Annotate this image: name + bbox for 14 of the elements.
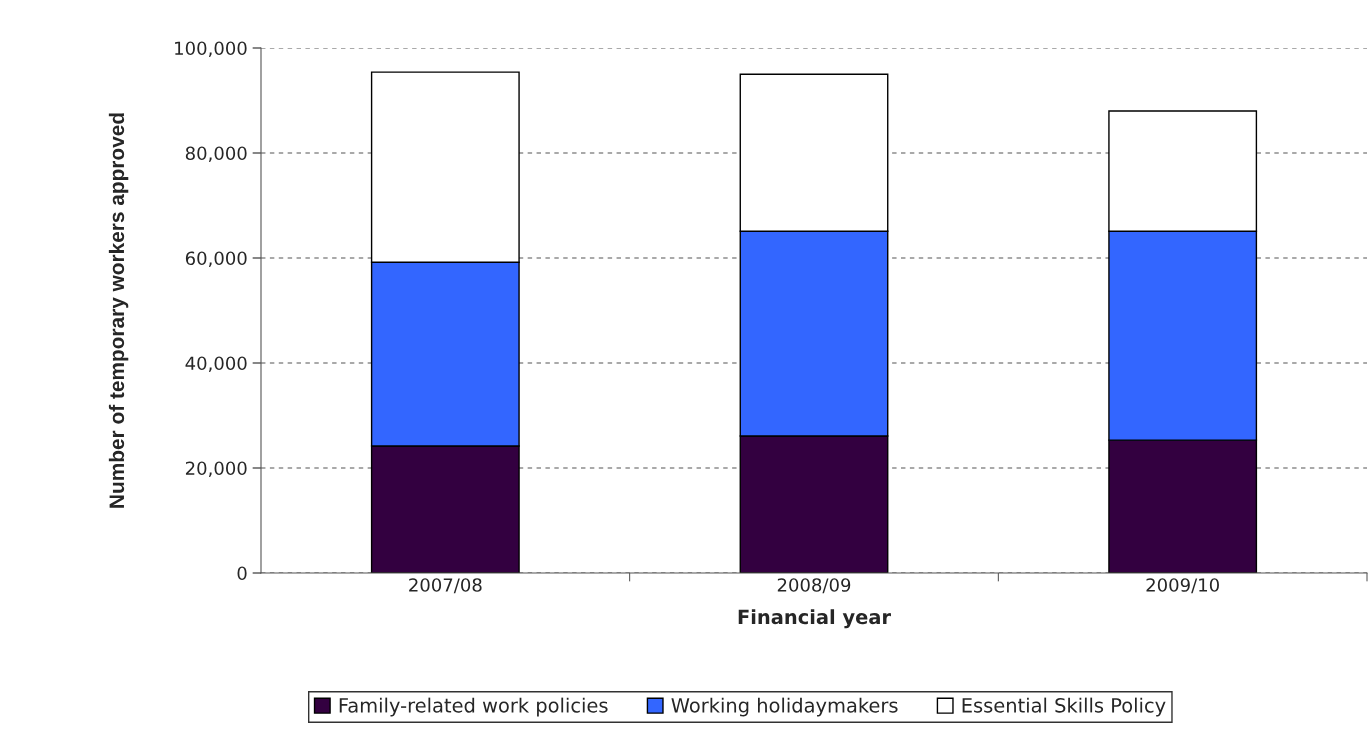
- x-tick-label: 2007/08: [409, 578, 482, 594]
- x-tick-label: 2008/09: [777, 578, 851, 594]
- legend-label: Family-related work policies: [339, 697, 608, 717]
- y-tick-label: 40,000: [185, 356, 247, 372]
- legend-label: Working holidaymakers: [671, 697, 898, 717]
- y-tick-label: 0: [237, 566, 247, 581]
- y-tick-label: 60,000: [185, 251, 247, 267]
- y-tick-label: 80,000: [185, 146, 247, 162]
- legend-label: Essential Skills Policy: [962, 697, 1166, 717]
- y-axis-title: Number of temporary workers approved: [108, 113, 129, 508]
- y-tick-label: 20,000: [185, 461, 247, 477]
- y-tick-label: 100,000: [175, 41, 247, 57]
- x-tick-label: 2009/10: [1146, 578, 1219, 594]
- x-axis-title: Financial year: [738, 609, 891, 629]
